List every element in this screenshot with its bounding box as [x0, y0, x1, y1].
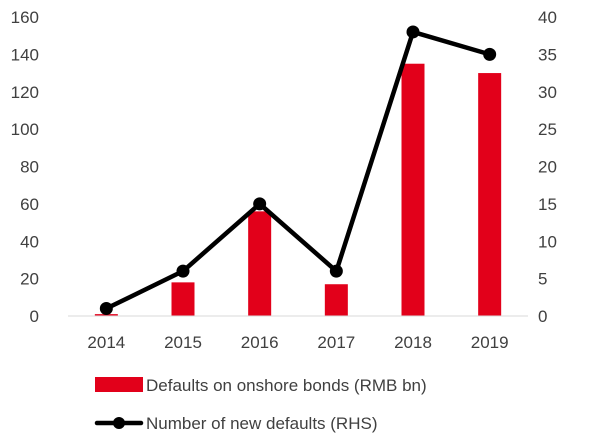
- left-axis-tick-label: 120: [11, 83, 39, 102]
- bar: [324, 284, 348, 316]
- line-point: [176, 264, 190, 278]
- left-axis-tick-label: 0: [30, 307, 39, 326]
- left-axis-tick-label: 20: [20, 270, 39, 289]
- bar: [94, 314, 118, 316]
- x-axis-tick-label: 2019: [471, 333, 509, 352]
- left-axis-tick-label: 40: [20, 232, 39, 251]
- right-axis-tick-label: 35: [538, 45, 557, 64]
- line-point: [329, 264, 343, 278]
- legend-label-line: Number of new defaults (RHS): [146, 414, 377, 433]
- series-line: [104, 29, 492, 311]
- bar: [478, 73, 502, 316]
- right-axis-tick-label: 0: [538, 307, 547, 326]
- x-axis-tick-label: 2017: [317, 333, 355, 352]
- line-point: [483, 47, 497, 61]
- legend-swatch-marker: [113, 417, 125, 429]
- right-axis-tick-label: 20: [538, 158, 557, 177]
- x-axis-tick-label: 2014: [87, 333, 125, 352]
- x-axis-tick-label: 2016: [241, 333, 279, 352]
- line-point: [406, 25, 420, 39]
- right-axis-tick-label: 10: [538, 232, 557, 251]
- left-axis-tick-label: 60: [20, 195, 39, 214]
- right-axis-tick-label: 30: [538, 83, 557, 102]
- right-axis-tick-label: 15: [538, 195, 557, 214]
- bar: [171, 282, 195, 316]
- left-axis-tick-label: 160: [11, 8, 39, 27]
- line-point: [253, 197, 267, 211]
- legend: Defaults on onshore bonds (RMB bn) Numbe…: [94, 376, 427, 433]
- left-axis-tick-label: 80: [20, 158, 39, 177]
- plot-area: 0 20 40 60 80 100 120 140 160 0 5 10 15 20 25 30 35 40 201…: [11, 8, 557, 352]
- x-axis-tick-label: 2018: [394, 333, 432, 352]
- right-axis-tick-label: 25: [538, 120, 557, 139]
- line-point: [99, 302, 113, 316]
- left-axis-tick-label: 100: [11, 120, 39, 139]
- right-axis-tick-label: 40: [538, 8, 557, 27]
- legend-swatch-bars: [95, 377, 143, 392]
- right-axis-tick-label: 5: [538, 270, 547, 289]
- bar: [248, 211, 272, 316]
- bar: [401, 63, 425, 316]
- left-axis-tick-label: 140: [11, 45, 39, 64]
- x-axis-tick-label: 2015: [164, 333, 202, 352]
- legend-label-bars: Defaults on onshore bonds (RMB bn): [146, 376, 427, 395]
